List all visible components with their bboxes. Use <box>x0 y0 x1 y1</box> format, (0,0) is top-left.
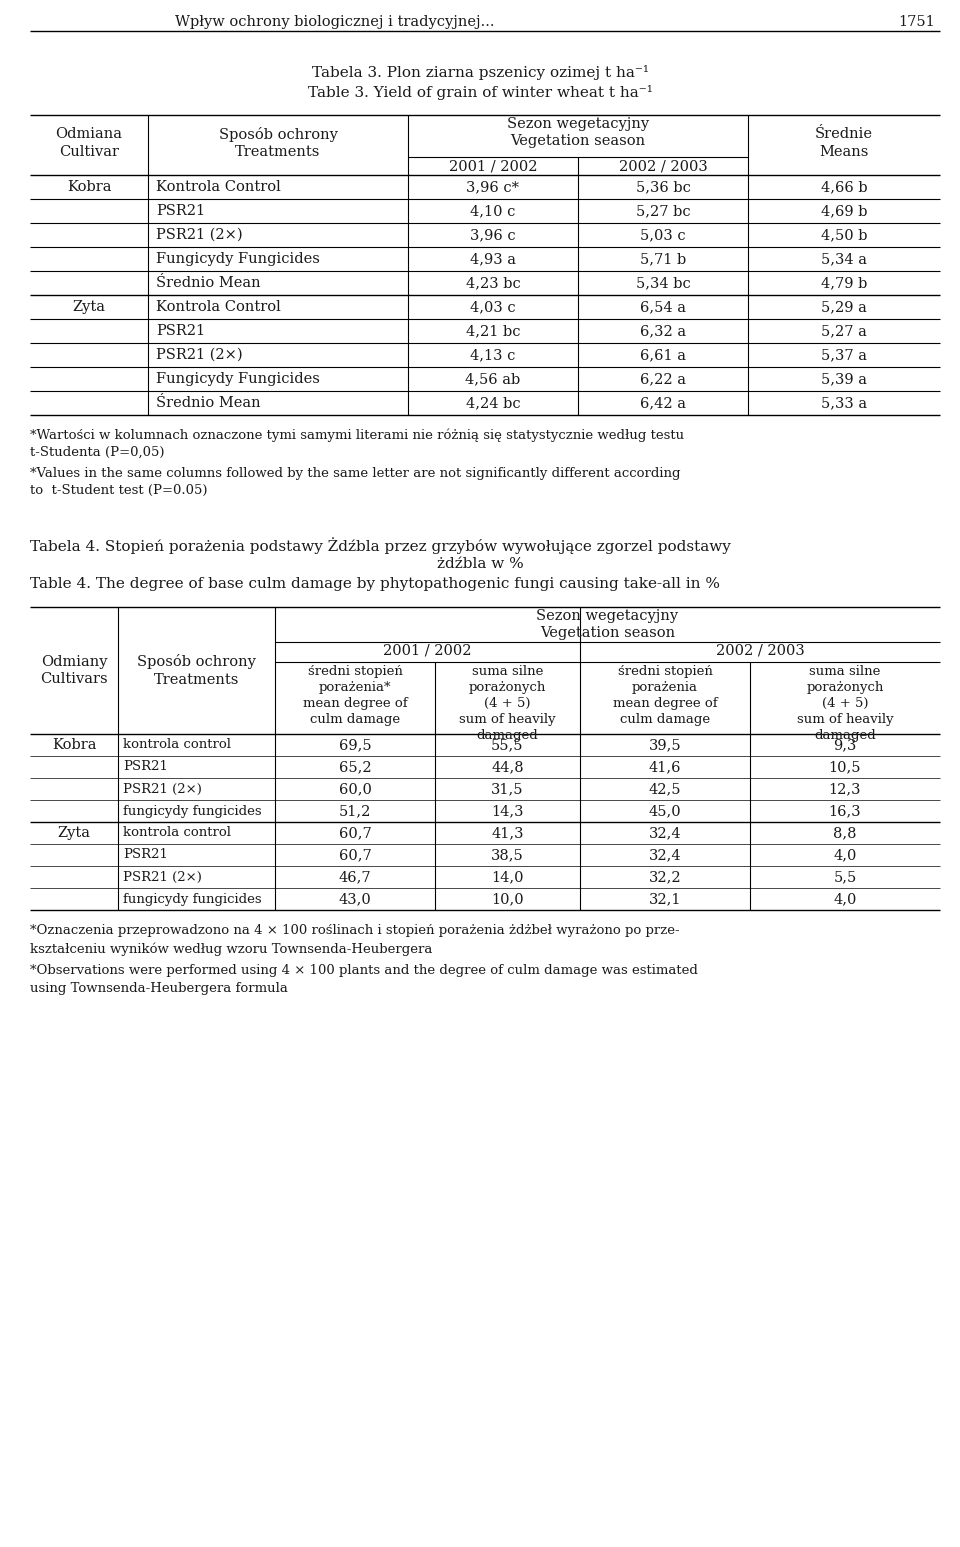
Text: 5,34 bc: 5,34 bc <box>636 275 690 289</box>
Text: 5,33 a: 5,33 a <box>821 396 867 410</box>
Text: Średnio Mean: Średnio Mean <box>156 275 260 289</box>
Text: 5,37 a: 5,37 a <box>821 348 867 362</box>
Text: PSR21 (2×): PSR21 (2×) <box>156 227 243 241</box>
Text: fungicydy fungicides: fungicydy fungicides <box>123 893 262 905</box>
Text: Kobra: Kobra <box>52 738 96 752</box>
Text: 4,0: 4,0 <box>833 848 856 862</box>
Text: PSR21 (2×): PSR21 (2×) <box>156 348 243 362</box>
Text: 65,2: 65,2 <box>339 760 372 774</box>
Text: 69,5: 69,5 <box>339 738 372 752</box>
Text: PSR21 (2×): PSR21 (2×) <box>123 783 202 795</box>
Text: 32,4: 32,4 <box>649 826 682 840</box>
Text: *Oznaczenia przeprowadzono na 4 × 100 roślinach i stopień porażenia żdżbeł wyraż: *Oznaczenia przeprowadzono na 4 × 100 ro… <box>30 924 680 937</box>
Text: 5,03 c: 5,03 c <box>640 227 685 241</box>
Text: Fungicydy Fungicides: Fungicydy Fungicides <box>156 252 320 266</box>
Text: Sezon wegetacyjny
Vegetation season: Sezon wegetacyjny Vegetation season <box>537 610 679 640</box>
Text: *Observations were performed using 4 × 100 plants and the degree of culm damage : *Observations were performed using 4 × 1… <box>30 964 698 978</box>
Text: 5,39 a: 5,39 a <box>821 371 867 387</box>
Text: using Townsenda-Heubergera formula: using Townsenda-Heubergera formula <box>30 982 288 995</box>
Text: Tabela 3. Plon ziarna pszenicy ozimej t ha⁻¹: Tabela 3. Plon ziarna pszenicy ozimej t … <box>311 65 649 80</box>
Text: Table 4. The degree of base culm damage by phytopathogenic fungi causing take-al: Table 4. The degree of base culm damage … <box>30 577 720 591</box>
Text: 1751: 1751 <box>899 15 935 29</box>
Text: kontrola control: kontrola control <box>123 738 231 752</box>
Text: Table 3. Yield of grain of winter wheat t ha⁻¹: Table 3. Yield of grain of winter wheat … <box>307 85 653 101</box>
Text: 4,10 c: 4,10 c <box>470 204 516 218</box>
Text: 4,21 bc: 4,21 bc <box>466 323 520 337</box>
Text: 4,03 c: 4,03 c <box>470 300 516 314</box>
Text: 32,1: 32,1 <box>649 893 682 907</box>
Text: 41,3: 41,3 <box>492 826 524 840</box>
Text: fungicydy fungicides: fungicydy fungicides <box>123 804 262 817</box>
Text: średni stopień
porażenia*
mean degree of
culm damage: średni stopień porażenia* mean degree of… <box>302 665 407 726</box>
Text: 5,5: 5,5 <box>833 869 856 883</box>
Text: 5,29 a: 5,29 a <box>821 300 867 314</box>
Text: 3,96 c: 3,96 c <box>470 227 516 241</box>
Text: 5,27 bc: 5,27 bc <box>636 204 690 218</box>
Text: 4,79 b: 4,79 b <box>821 275 867 289</box>
Text: 16,3: 16,3 <box>828 804 861 818</box>
Text: 2001 / 2002: 2001 / 2002 <box>383 644 471 657</box>
Text: PSR21: PSR21 <box>156 204 205 218</box>
Text: Kobra: Kobra <box>67 179 111 193</box>
Text: 4,50 b: 4,50 b <box>821 227 867 241</box>
Text: suma silne
porażonych
(4 + 5)
sum of heavily
damaged: suma silne porażonych (4 + 5) sum of hea… <box>459 665 556 743</box>
Text: 42,5: 42,5 <box>649 781 682 797</box>
Text: 6,54 a: 6,54 a <box>640 300 686 314</box>
Text: 55,5: 55,5 <box>492 738 524 752</box>
Text: Sposób ochrony
Treatments: Sposób ochrony Treatments <box>137 654 256 687</box>
Text: 5,36 bc: 5,36 bc <box>636 179 690 193</box>
Text: żdźbla w %: żdźbla w % <box>437 557 523 571</box>
Text: 5,71 b: 5,71 b <box>640 252 686 266</box>
Text: 10,5: 10,5 <box>828 760 861 774</box>
Text: 51,2: 51,2 <box>339 804 372 818</box>
Text: 6,32 a: 6,32 a <box>640 323 686 337</box>
Text: 32,4: 32,4 <box>649 848 682 862</box>
Text: 6,42 a: 6,42 a <box>640 396 686 410</box>
Text: 2002 / 2003: 2002 / 2003 <box>618 159 708 173</box>
Text: 4,23 bc: 4,23 bc <box>466 275 520 289</box>
Text: 6,61 a: 6,61 a <box>640 348 686 362</box>
Text: Odmiany
Cultivars: Odmiany Cultivars <box>40 654 108 687</box>
Text: Zyta: Zyta <box>58 826 90 840</box>
Text: 2001 / 2002: 2001 / 2002 <box>448 159 538 173</box>
Text: 32,2: 32,2 <box>649 869 682 883</box>
Text: 44,8: 44,8 <box>492 760 524 774</box>
Text: 46,7: 46,7 <box>339 869 372 883</box>
Text: 45,0: 45,0 <box>649 804 682 818</box>
Text: 4,56 ab: 4,56 ab <box>466 371 520 387</box>
Text: 4,93 a: 4,93 a <box>470 252 516 266</box>
Text: 5,34 a: 5,34 a <box>821 252 867 266</box>
Text: 4,66 b: 4,66 b <box>821 179 867 193</box>
Text: 3,96 c*: 3,96 c* <box>467 179 519 193</box>
Text: PSR21: PSR21 <box>123 761 168 774</box>
Text: 4,13 c: 4,13 c <box>470 348 516 362</box>
Text: 9,3: 9,3 <box>833 738 856 752</box>
Text: Kontrola Control: Kontrola Control <box>156 300 280 314</box>
Text: Odmiana
Cultivar: Odmiana Cultivar <box>56 127 123 159</box>
Text: 60,7: 60,7 <box>339 826 372 840</box>
Text: kontrola control: kontrola control <box>123 826 231 840</box>
Text: 8,8: 8,8 <box>833 826 856 840</box>
Text: 60,7: 60,7 <box>339 848 372 862</box>
Text: 39,5: 39,5 <box>649 738 682 752</box>
Text: *Wartości w kolumnach oznaczone tymi samymi literami nie różnią się statystyczni: *Wartości w kolumnach oznaczone tymi sam… <box>30 429 684 459</box>
Text: 12,3: 12,3 <box>828 781 861 797</box>
Text: 60,0: 60,0 <box>339 781 372 797</box>
Text: 10,0: 10,0 <box>492 893 524 907</box>
Text: Fungicydy Fungicides: Fungicydy Fungicides <box>156 371 320 387</box>
Text: PSR21: PSR21 <box>123 848 168 862</box>
Text: 2002 / 2003: 2002 / 2003 <box>715 644 804 657</box>
Text: *Values in the same columns followed by the same letter are not significantly di: *Values in the same columns followed by … <box>30 467 681 497</box>
Text: suma silne
porażonych
(4 + 5)
sum of heavily
damaged: suma silne porażonych (4 + 5) sum of hea… <box>797 665 894 743</box>
Text: Kontrola Control: Kontrola Control <box>156 179 280 193</box>
Text: 4,0: 4,0 <box>833 893 856 907</box>
Text: 4,69 b: 4,69 b <box>821 204 867 218</box>
Text: PSR21: PSR21 <box>156 323 205 337</box>
Text: 5,27 a: 5,27 a <box>821 323 867 337</box>
Text: Wpływ ochrony biologicznej i tradycyjnej...: Wpływ ochrony biologicznej i tradycyjnej… <box>175 15 494 29</box>
Text: PSR21 (2×): PSR21 (2×) <box>123 871 202 883</box>
Text: Średnio Mean: Średnio Mean <box>156 396 260 410</box>
Text: 4,24 bc: 4,24 bc <box>466 396 520 410</box>
Text: 38,5: 38,5 <box>492 848 524 862</box>
Text: 41,6: 41,6 <box>649 760 682 774</box>
